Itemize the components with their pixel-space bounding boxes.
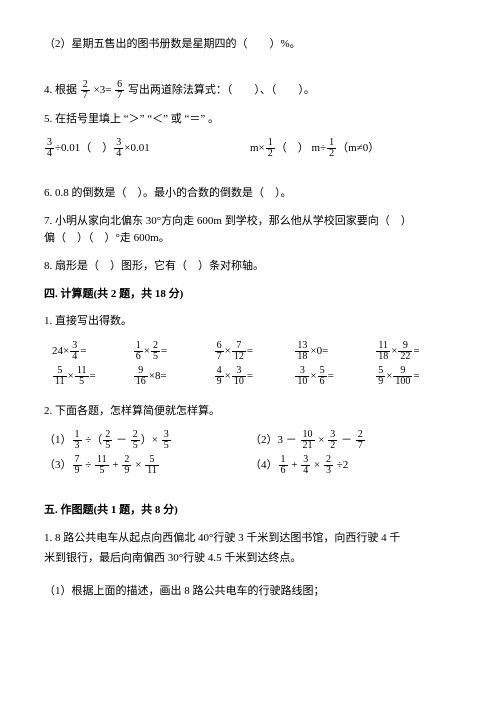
section-4-heading: 四. 计算题(共 2 题，共 18 分) <box>44 286 456 304</box>
calc-row-2: 511×115= 916×8= 49×310= 310×56= 59×9100= <box>52 366 456 387</box>
q7b: 偏（ ）（ ）°走 600m。 <box>44 230 456 248</box>
frac: 27 <box>81 80 90 101</box>
d1a: 1. 8 路公共电车从起点向西偏北 40°行驶 3 千米到达图书馆，向西行驶 4… <box>44 530 456 548</box>
q5-row: 34÷0.01（ ）34×0.01 m×12（ ） m÷12（m≠0） <box>44 138 456 159</box>
method-row-2: （3）79 ÷ 115 + 29 × 511 （4）16 + 34 × 23 ÷… <box>44 455 456 476</box>
section-5-heading: 五. 作图题(共 1 题，共 8 分) <box>44 502 456 520</box>
d1b: 米到银行，最后向南偏西 30°行驶 4.5 千米到达终点。 <box>44 550 456 568</box>
c2: 2. 下面各题，怎样算简便就怎样算。 <box>44 403 456 421</box>
method-row-1: （1）13 ÷（25 － 25）× 35 （2）3 － 1021 × 32 － … <box>44 430 456 451</box>
calc-row-1: 24×34= 16×25= 67×712= 1318×0= 1118×922= <box>52 341 456 362</box>
q7a: 7. 小明从家向北偏东 30°方向走 600m 到学校，那么他从学校回家要向（ … <box>44 213 456 231</box>
d2: （1）根据上面的描述，画出 8 路公共电车的行驶路线图； <box>44 583 456 601</box>
q5: 5. 在括号里填上 “＞” “＜” 或 “＝” 。 <box>44 111 456 129</box>
q-sold: （2）星期五售出的图书册数是星期四的（ ）%。 <box>44 36 456 54</box>
frac: 67 <box>115 80 124 101</box>
q4: 4. 根据 27 ×3= 67 写出两道除法算式：（ ）、（ ）。 <box>44 80 456 101</box>
q6: 6. 0.8 的倒数是（ ）。最小的合数的倒数是（ ）。 <box>44 185 456 203</box>
c1: 1. 直接写出得数。 <box>44 313 456 331</box>
q8: 8. 扇形是（ ）图形，它有（ ）条对称轴。 <box>44 258 456 276</box>
